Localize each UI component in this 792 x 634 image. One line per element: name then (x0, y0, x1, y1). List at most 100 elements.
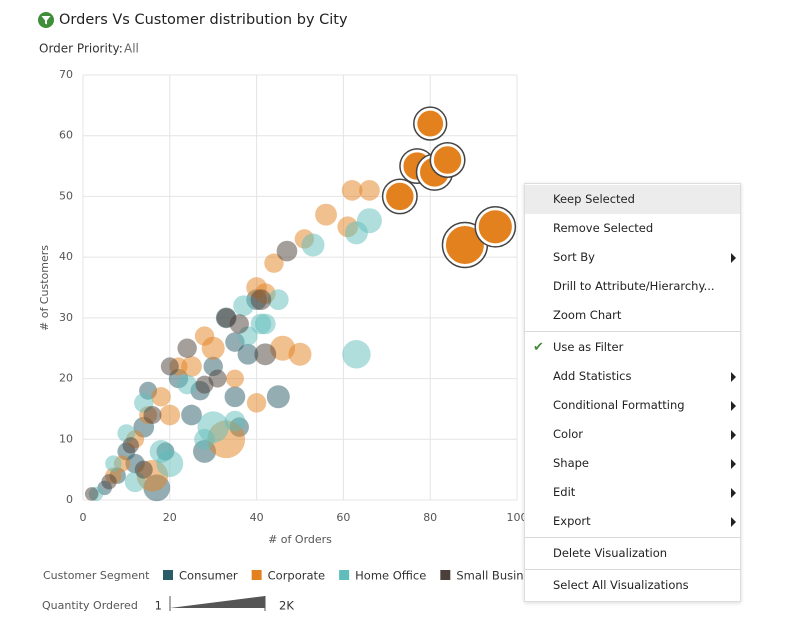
bubble (288, 342, 312, 366)
submenu-arrow (731, 401, 736, 411)
menu-item-label: Sort By (553, 250, 595, 264)
check-icon: ✔ (533, 340, 544, 355)
bubble (344, 221, 368, 245)
menu-item-label: Shape (553, 456, 590, 470)
size-wedge (170, 596, 265, 608)
x-tick-label: 0 (80, 511, 87, 524)
x-axis-label: # of Orders (268, 533, 332, 546)
size-legend-title: Quantity Ordered (42, 599, 138, 612)
menu-item[interactable]: Add Statistics (525, 362, 740, 391)
menu-item-label: Color (553, 427, 584, 441)
menu-item[interactable]: Drill to Attribute/Hierarchy... (525, 272, 740, 301)
x-tick-label: 80 (423, 511, 437, 524)
context-menu: Keep Selected Remove Selected Sort By Drill… (524, 183, 741, 602)
bubble (224, 386, 246, 408)
y-axis-label: # of Customers (38, 245, 51, 331)
bubble (385, 181, 415, 212)
submenu-arrow (731, 372, 736, 382)
bubble (105, 455, 122, 472)
filter-value: All (124, 42, 139, 56)
filter-label: Order Priority: (39, 42, 123, 56)
y-tick-label: 40 (59, 250, 73, 263)
menu-item[interactable]: Zoom Chart (525, 301, 740, 330)
menu-item[interactable]: Select All Visualizations (525, 571, 740, 600)
menu-item[interactable]: Export (525, 507, 740, 536)
menu-item[interactable]: Keep Selected (525, 185, 740, 214)
x-tick-label: 40 (250, 511, 264, 524)
menu-item[interactable]: Remove Selected (525, 214, 740, 243)
menu-item[interactable]: Color (525, 420, 740, 449)
y-tick-label: 10 (59, 432, 73, 445)
menu-item[interactable]: Use as Filter ✔ (525, 333, 740, 362)
bubble (151, 387, 171, 407)
bubble (143, 406, 162, 424)
y-tick-label: 50 (59, 189, 73, 202)
legend-swatch (163, 570, 173, 580)
menu-item-label: Drill to Attribute/Hierarchy... (553, 279, 715, 293)
legend-swatch (251, 570, 262, 580)
bubble (477, 209, 513, 245)
bubble (122, 437, 139, 454)
submenu-arrow (731, 459, 736, 469)
bubble (432, 145, 463, 175)
bubble (267, 289, 289, 310)
menu-item[interactable]: Edit (525, 478, 740, 507)
bubble (301, 233, 325, 257)
menu-item-label: Delete Visualization (553, 546, 668, 560)
y-tick-label: 0 (66, 493, 73, 506)
menu-item-label: Conditional Formatting (553, 398, 685, 412)
bubble (264, 253, 284, 273)
y-tick-label: 30 (59, 311, 73, 324)
menu-item-label: Export (553, 514, 591, 528)
menu-item-label: Keep Selected (553, 192, 635, 206)
legend-swatch (440, 570, 451, 580)
bubble (246, 393, 267, 413)
menu-item[interactable]: Shape (525, 449, 740, 478)
bubble (416, 109, 445, 138)
x-tick-label: 60 (336, 511, 350, 524)
menu-item-label: Remove Selected (553, 221, 654, 235)
bubble (342, 340, 371, 369)
menu-item-label: Use as Filter (553, 340, 624, 354)
bubble (266, 385, 290, 409)
menu-item-label: Add Statistics (553, 369, 632, 383)
bubble (276, 240, 298, 262)
bubble (254, 343, 277, 366)
bubble (149, 439, 173, 463)
menu-group: Keep Selected Remove Selected Sort By Drill… (525, 184, 740, 331)
legend-label: Consumer (179, 569, 238, 583)
bubble (159, 404, 181, 426)
size-tick-label: 1 (155, 599, 162, 613)
bubble (177, 374, 197, 395)
bubble (208, 369, 227, 388)
menu-item-label: Select All Visualizations (553, 578, 689, 592)
bubble (233, 295, 254, 317)
submenu-arrow (731, 517, 736, 527)
menu-group: Use as Filter ✔ Add Statistics Conditional … (525, 331, 740, 537)
bubble (444, 225, 485, 265)
legend-title: Customer Segment (43, 569, 150, 582)
menu-group: Select All Visualizations (525, 569, 740, 601)
bubble (225, 369, 244, 388)
bubble (181, 404, 202, 426)
submenu-arrow (731, 430, 736, 440)
x-tick-label: 20 (163, 511, 177, 524)
menu-item[interactable]: Conditional Formatting (525, 391, 740, 420)
bubble (237, 343, 259, 365)
bubble (101, 474, 117, 490)
bubble (250, 289, 272, 310)
bubble (181, 356, 202, 377)
legend-label: Home Office (355, 569, 426, 583)
bubble (177, 338, 197, 358)
submenu-arrow (731, 253, 736, 263)
menu-item[interactable]: Sort By (525, 243, 740, 272)
menu-item-label: Zoom Chart (553, 308, 622, 322)
bubble (160, 357, 179, 376)
y-tick-label: 70 (59, 68, 73, 81)
bubble (194, 428, 215, 450)
menu-item[interactable]: Delete Visualization (525, 539, 740, 568)
bubble (341, 180, 363, 201)
submenu-arrow (731, 488, 736, 498)
